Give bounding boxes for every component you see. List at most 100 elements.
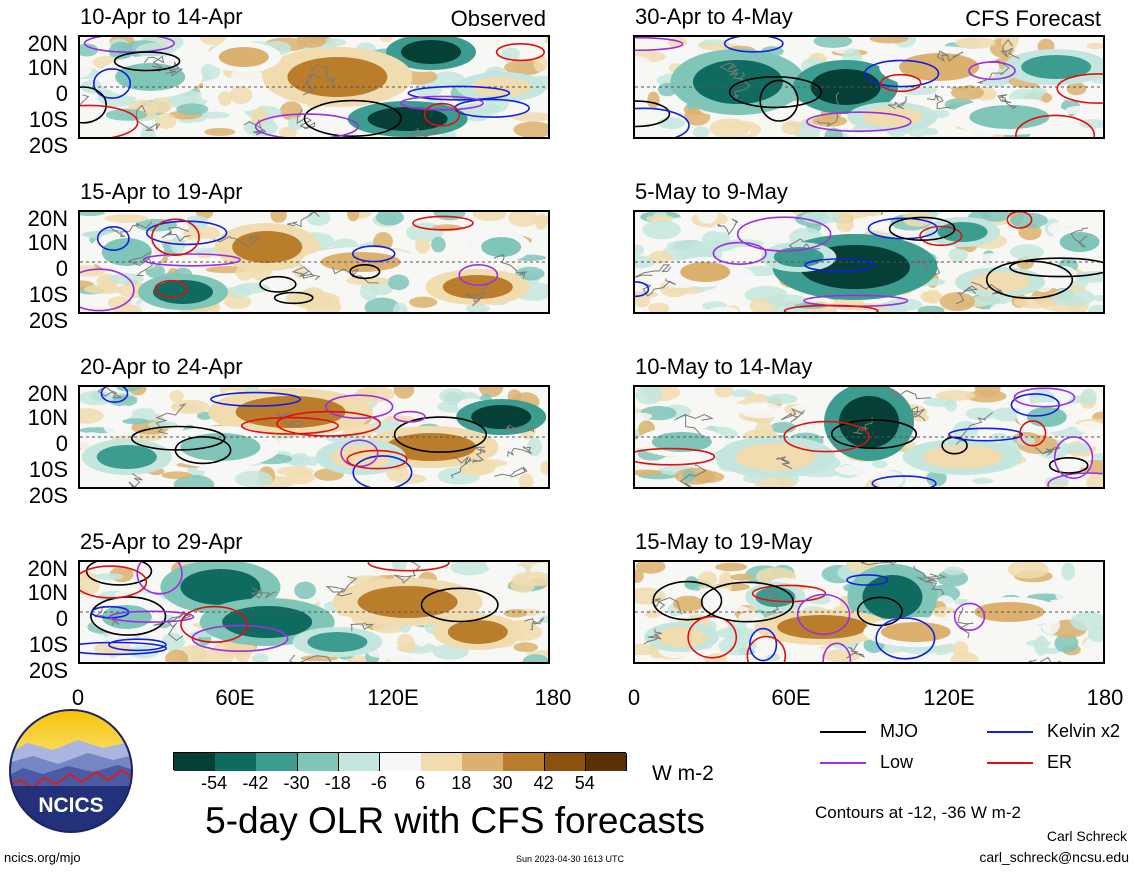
olr-anomaly-blob — [692, 60, 783, 104]
olr-anomaly-cell — [103, 421, 123, 434]
panel-title: 10-May to 14-May — [635, 354, 813, 379]
lat-tick-label: 0 — [55, 431, 68, 456]
colorbar-swatch — [174, 753, 216, 771]
olr-anomaly-cell — [648, 302, 670, 312]
low-contour — [80, 268, 135, 312]
olr-anomaly-cell — [738, 611, 765, 623]
olr-anomaly-cell — [108, 273, 144, 285]
olr-anomaly-cell — [1034, 635, 1049, 656]
olr-anomaly-cell — [715, 562, 747, 572]
olr-anomaly-cell — [952, 421, 979, 441]
olr-anomaly-cell — [489, 562, 518, 580]
mjo-contour — [888, 216, 956, 241]
olr-anomaly-cell — [696, 212, 718, 224]
olr-anomaly-blob — [218, 47, 269, 67]
colorbar-swatch — [421, 753, 463, 771]
olr-anomaly-blob — [447, 620, 508, 644]
colorbar-swatch — [338, 753, 381, 771]
olr-anomaly-cell — [709, 118, 750, 137]
panel-title: 25-Apr to 29-Apr — [80, 529, 243, 554]
mjo-contour — [90, 596, 167, 636]
olr-anomaly-cell — [899, 85, 937, 96]
olr-anomaly-cell — [945, 398, 957, 412]
olr-anomaly-blob — [96, 445, 157, 469]
lat-tick-label: 20N — [27, 31, 68, 56]
olr-anomaly-blob — [367, 107, 448, 131]
olr-anomaly-cell — [472, 212, 507, 222]
olr-anomaly-blob — [937, 222, 988, 242]
olr-anomaly-cell — [730, 573, 754, 581]
olr-anomaly-blob — [180, 569, 261, 605]
ncics-logo: NCICS — [8, 708, 134, 834]
olr-anomaly-cell — [988, 303, 1010, 312]
colorbar — [173, 752, 628, 771]
low-contour — [458, 263, 499, 286]
er-contour — [495, 43, 546, 62]
olr-anomaly-cell — [677, 387, 704, 393]
low-contour — [1047, 472, 1103, 487]
er-contour — [346, 449, 408, 470]
olr-anomaly-blob — [287, 57, 388, 97]
footer-email[interactable]: carl_schreck@ncsu.edu — [979, 849, 1129, 865]
contours-note: Contours at -12, -36 W m-2 — [815, 803, 1021, 822]
kelvin-contour — [723, 37, 784, 53]
low-contour — [393, 410, 426, 423]
footer-url[interactable]: ncics.org/mjo — [4, 850, 81, 865]
olr-anomaly-cell — [397, 644, 419, 652]
olr-anomaly-cell — [276, 466, 314, 476]
olr-anomaly-cell — [200, 91, 213, 101]
low-contour — [953, 602, 986, 632]
olr-anomaly-cell — [739, 402, 783, 419]
olr-anomaly-cell — [835, 464, 874, 476]
lat-tick-label: 20N — [27, 556, 68, 581]
olr-anomaly-cell — [1000, 479, 1039, 487]
olr-anomaly-blob — [442, 275, 513, 299]
olr-anomaly-cell — [885, 298, 923, 311]
lat-tick-label: 10N — [27, 405, 68, 430]
olr-anomaly-cell — [223, 294, 251, 309]
olr-anomaly-cell — [530, 37, 546, 45]
er-contour — [746, 635, 787, 662]
low-contour — [968, 61, 1016, 81]
kelvin-contour — [80, 641, 168, 656]
olr-anomaly-cell — [413, 82, 443, 97]
er-contour — [1056, 73, 1103, 104]
olr-anomaly-blob — [680, 262, 731, 282]
olr-anomaly-blob — [320, 252, 401, 272]
legend-label-er: ER — [1047, 752, 1073, 772]
olr-anomaly-cell — [513, 642, 538, 652]
olr-anomaly-cell — [812, 115, 848, 127]
olr-anomaly-cell — [80, 212, 105, 216]
footer-timestamp: Sun 2023-04-30 1613 UTC — [515, 854, 625, 864]
mjo-contour — [1048, 457, 1089, 474]
olr-anomaly-cell — [140, 125, 156, 137]
olr-anomaly-cell — [387, 274, 410, 291]
olr-anomaly-cell — [80, 476, 102, 485]
olr-anomaly-blob — [330, 445, 391, 469]
mjo-contour — [80, 86, 107, 124]
olr-anomaly-cell — [762, 216, 798, 233]
olr-anomaly-cell — [876, 471, 904, 487]
kelvin-contour — [92, 68, 132, 99]
colorbar-swatch — [215, 753, 257, 771]
olr-anomaly-blob — [735, 443, 816, 471]
kelvin-contour — [948, 427, 1023, 442]
er-contour — [880, 73, 922, 93]
er-contour — [151, 218, 200, 257]
colorbar-tick-label: -42 — [242, 773, 269, 793]
olr-anomaly-blob — [152, 280, 213, 304]
lon-tick-label: 120E — [367, 685, 419, 710]
er-contour — [367, 562, 450, 572]
olr-anomaly-cell — [692, 126, 710, 137]
olr-anomaly-cell — [635, 387, 663, 405]
mjo-contour — [259, 275, 297, 293]
olr-map-panel — [78, 210, 550, 314]
olr-anomaly-cell — [979, 212, 1012, 222]
olr-anomaly-cell — [128, 645, 159, 659]
low-contour — [399, 95, 484, 111]
panel-title: 10-Apr to 14-Apr — [80, 4, 243, 29]
er-contour — [783, 420, 870, 453]
olr-anomaly-cell — [80, 43, 98, 57]
low-contour — [136, 562, 183, 595]
lon-tick-label: 180 — [534, 685, 572, 710]
